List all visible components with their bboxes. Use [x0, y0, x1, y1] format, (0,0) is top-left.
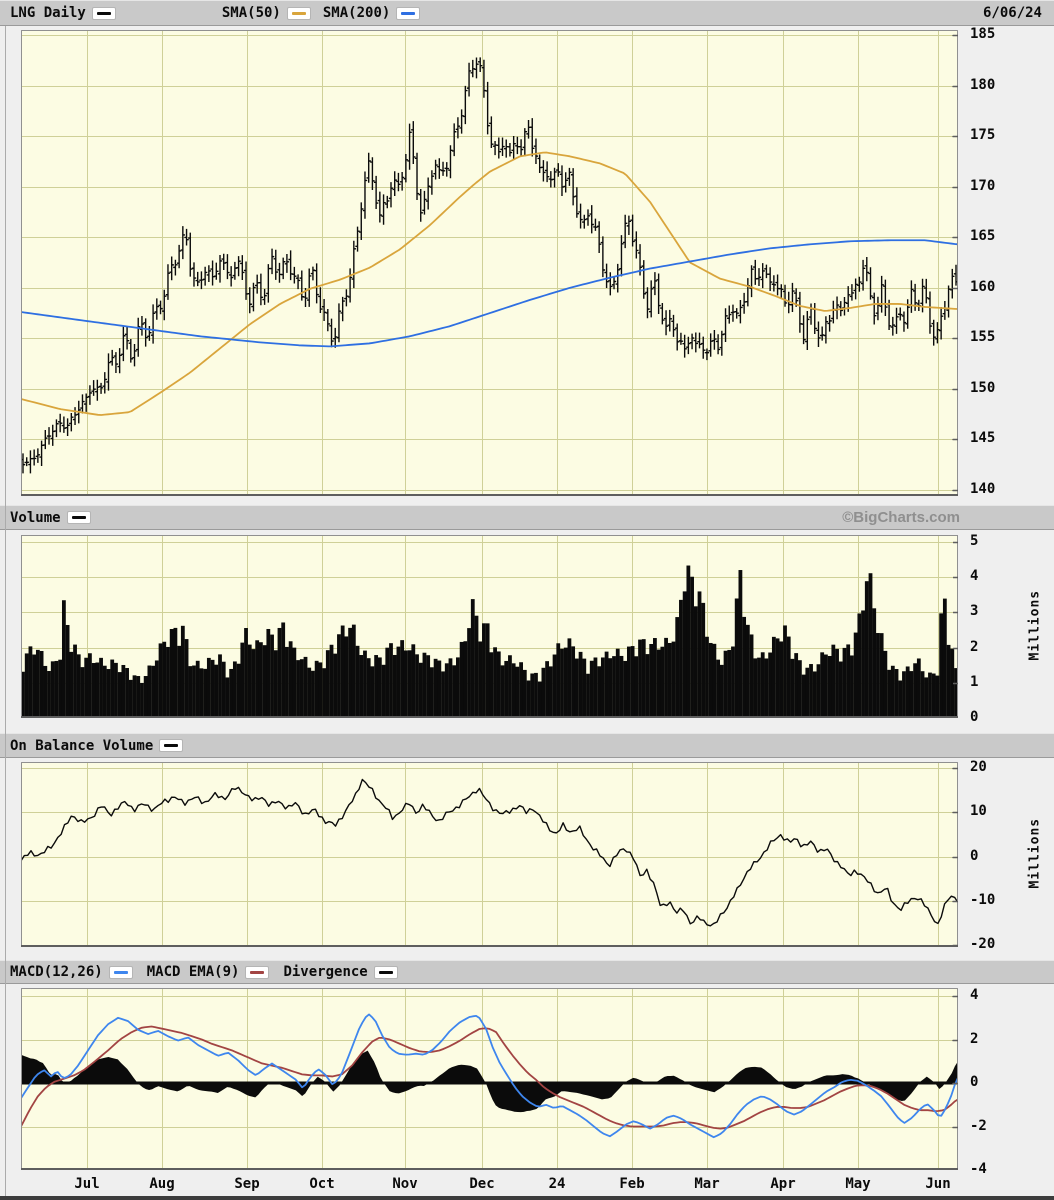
x-axis-label-aug: Aug	[149, 1176, 175, 1192]
volume-legend-dash-icon	[66, 511, 91, 524]
volume-y-tick-label: 5	[970, 533, 979, 550]
x-axis-label-oct: Oct	[309, 1176, 335, 1192]
price-y-tick-label: 185	[970, 26, 996, 43]
price-y-tick-label: 165	[970, 228, 996, 245]
macd-label: MACD(12,26)	[10, 964, 103, 980]
obv-legend-dash-icon	[159, 739, 184, 752]
sma200-legend-dash-icon	[396, 6, 421, 20]
volume-label: Volume	[10, 509, 61, 526]
obv-y-tick-label: 10	[970, 803, 987, 820]
volume-y-tick-label: 4	[970, 568, 979, 585]
obv-y-tick-label: -20	[970, 936, 996, 952]
sma50-label: SMA(50)	[221, 5, 281, 21]
x-axis-label-jul: Jul	[74, 1176, 100, 1192]
divergence-label: Divergence	[283, 964, 368, 980]
price-y-tick-label: 155	[970, 329, 996, 346]
price-y-tick-label: 170	[970, 177, 996, 194]
sma200-label: SMA(200)	[322, 5, 391, 21]
left-frame-line	[5, 26, 6, 1200]
price-legend-dash-icon	[91, 6, 116, 20]
volume-y-tick-label: 2	[970, 638, 979, 655]
volume-legend-bar: Volume ©BigCharts.com	[0, 505, 1054, 530]
volume-y-tick-label: 1	[970, 673, 979, 690]
macd-y-tick-label: 2	[970, 1030, 979, 1047]
x-axis-label-sep: Sep	[234, 1176, 260, 1192]
x-axis-label-24: 24	[548, 1176, 566, 1192]
price-y-tick-label: 140	[970, 480, 996, 497]
obv-unit-label: Millions	[1027, 817, 1043, 888]
obv-y-tick-label: 20	[970, 759, 987, 776]
obv-y-tick-label: 0	[970, 847, 979, 864]
price-y-tick-label: 180	[970, 76, 996, 93]
macd-ema-legend-dash-icon	[245, 965, 270, 979]
obv-chart-canvas	[21, 762, 958, 947]
x-axis-label-dec: Dec	[469, 1176, 495, 1192]
obv-legend-bar: On Balance Volume	[0, 733, 1054, 758]
divergence-legend-dash-icon	[373, 965, 398, 979]
obv-y-tick-label: -10	[970, 891, 996, 908]
macd-legend-bar: MACD(12,26) MACD EMA(9) Divergence	[0, 960, 1054, 984]
main-legend-bar: LNG Daily SMA(50) SMA(200) 6/06/24	[0, 0, 1054, 26]
macd-y-tick-label: -2	[970, 1117, 987, 1134]
volume-chart-canvas	[21, 535, 958, 718]
sma50-legend-dash-icon	[286, 6, 311, 20]
macd-chart-canvas	[21, 988, 958, 1170]
macd-y-tick-label: 0	[970, 1074, 979, 1091]
chart-date: 6/06/24	[982, 5, 1042, 21]
volume-y-tick-label: 3	[970, 603, 979, 620]
x-axis-label-jun: Jun	[925, 1176, 951, 1192]
macd-legend-dash-icon	[108, 965, 133, 979]
price-y-tick-label: 160	[970, 278, 996, 295]
price-y-tick-label: 145	[970, 430, 996, 447]
price-y-tick-label: 150	[970, 379, 996, 396]
obv-label: On Balance Volume	[10, 737, 154, 754]
x-axis-label-mar: Mar	[694, 1176, 720, 1192]
macd-ema-label: MACD EMA(9)	[146, 964, 240, 980]
x-axis-label-apr: Apr	[770, 1176, 796, 1192]
volume-unit-label: Millions	[1027, 589, 1043, 660]
x-axis-label-nov: Nov	[392, 1176, 418, 1192]
price-y-tick-label: 175	[970, 127, 996, 144]
macd-y-tick-label: 4	[970, 987, 979, 1004]
x-axis-label-feb: Feb	[619, 1176, 645, 1192]
bottom-border-strip	[0, 1196, 1054, 1200]
volume-y-tick-label: 0	[970, 709, 979, 725]
x-axis-label-may: May	[845, 1176, 871, 1192]
price-chart-canvas	[21, 30, 958, 496]
bigcharts-watermark: ©BigCharts.com	[842, 509, 960, 526]
symbol-label: LNG Daily	[10, 5, 86, 21]
macd-y-tick-label: -4	[970, 1161, 987, 1177]
